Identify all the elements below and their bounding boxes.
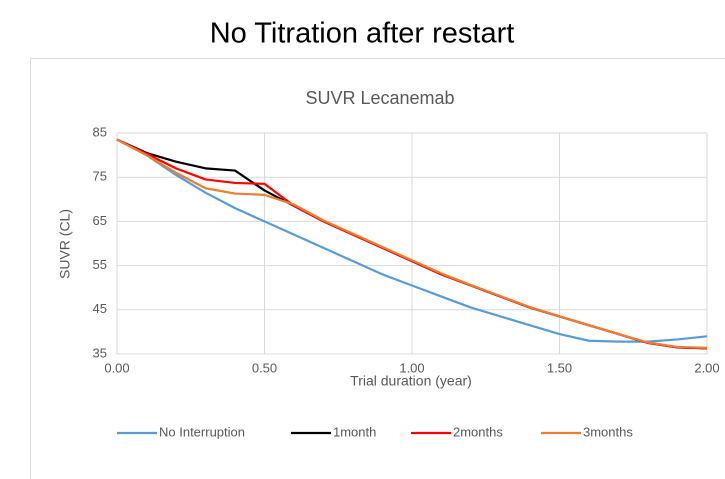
y-tick-label: 45 [93,301,107,316]
x-axis-label: Trial duration (year) [350,373,472,389]
chart-frame [30,58,725,479]
x-tick-label: 0.50 [252,360,277,375]
y-tick-label: 65 [93,213,107,228]
y-axis-label: SUVR (CL) [57,209,73,279]
chart-title: SUVR Lecanemab [305,88,454,108]
y-tick-label: 55 [93,257,107,272]
x-tick-label: 2.00 [694,360,719,375]
legend-label: 3months [583,424,633,439]
x-tick-label: 0.00 [104,360,129,375]
line-series [116,138,708,343]
legend-label: 2months [453,424,503,439]
page-title: No Titration after restart [210,18,515,50]
line-series [116,138,708,349]
legend-label: 1month [333,424,376,439]
y-tick-label: 75 [93,169,107,184]
y-tick-label: 35 [93,345,107,360]
legend-label: No Interruption [159,424,245,439]
y-tick-label: 85 [93,124,107,139]
x-tick-label: 1.00 [399,360,424,375]
x-tick-label: 1.50 [547,360,572,375]
